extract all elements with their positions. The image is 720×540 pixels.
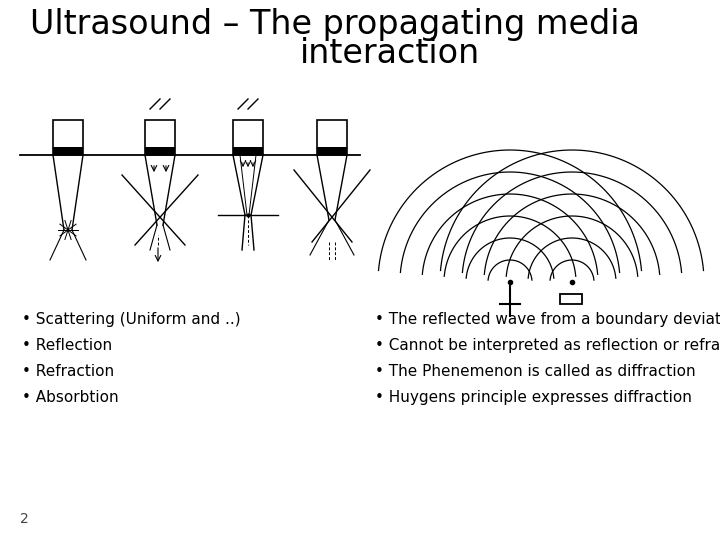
Text: • The reflected wave from a boundary deviates: • The reflected wave from a boundary dev… (375, 312, 720, 327)
Text: • Absorbtion: • Absorbtion (22, 390, 119, 405)
Text: • Refraction: • Refraction (22, 364, 114, 379)
Bar (233, 147, 263, 155)
Bar (317, 120, 347, 155)
Text: • Scattering (Uniform and ..): • Scattering (Uniform and ..) (22, 312, 240, 327)
Text: 2: 2 (20, 512, 29, 526)
Text: • The Phenemenon is called as diffraction: • The Phenemenon is called as diffractio… (375, 364, 696, 379)
Bar (53, 147, 83, 155)
Bar (53, 120, 83, 155)
Bar (145, 147, 175, 155)
Bar (233, 120, 263, 155)
Bar (317, 147, 347, 155)
Text: • Cannot be interpreted as reflection or refractio: • Cannot be interpreted as reflection or… (375, 338, 720, 353)
Bar (560, 294, 582, 304)
Text: interaction: interaction (300, 37, 480, 70)
Text: • Huygens principle expresses diffraction: • Huygens principle expresses diffractio… (375, 390, 692, 405)
Bar (145, 120, 175, 155)
Text: Ultrasound – The propagating media: Ultrasound – The propagating media (30, 8, 640, 41)
Text: • Reflection: • Reflection (22, 338, 112, 353)
